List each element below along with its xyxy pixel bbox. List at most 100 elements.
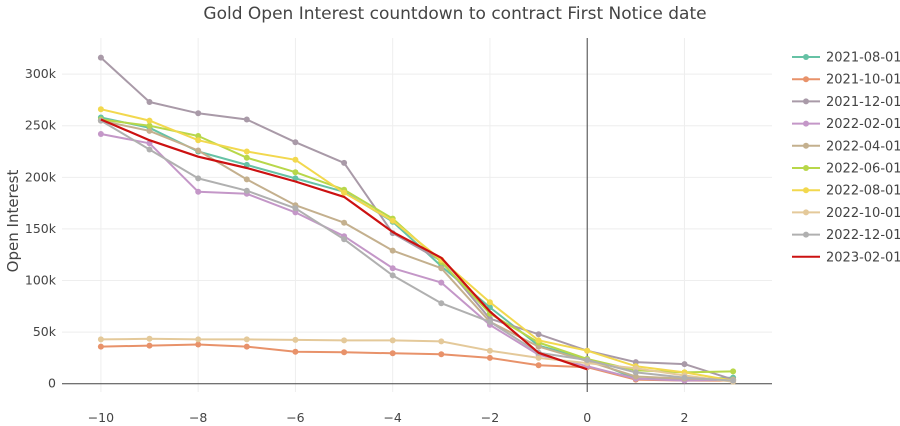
series-2021-12-01[interactable] — [97, 54, 737, 383]
series-line[interactable] — [100, 119, 734, 381]
series-line[interactable] — [100, 133, 734, 382]
data-point[interactable] — [292, 209, 299, 216]
data-point[interactable] — [535, 343, 542, 350]
data-point[interactable] — [341, 337, 348, 344]
series-2022-04-01[interactable] — [97, 117, 737, 383]
series-line[interactable] — [100, 118, 588, 371]
data-point[interactable] — [438, 300, 445, 307]
data-point[interactable] — [389, 337, 396, 344]
data-point[interactable] — [195, 175, 202, 182]
data-point[interactable] — [292, 336, 299, 343]
series-line[interactable] — [100, 108, 734, 382]
series-2023-02-01[interactable] — [100, 118, 588, 371]
data-point[interactable] — [292, 169, 299, 176]
data-point[interactable] — [243, 116, 250, 123]
y-tick-label: 250k — [25, 118, 57, 133]
data-point[interactable] — [341, 219, 348, 226]
data-point[interactable] — [292, 348, 299, 355]
data-point[interactable] — [389, 350, 396, 357]
data-point[interactable] — [584, 347, 591, 354]
data-point[interactable] — [243, 161, 250, 168]
legend-item-2023-02-01[interactable]: 2023-02-01 — [792, 250, 900, 265]
data-point[interactable] — [389, 272, 396, 279]
data-point[interactable] — [146, 117, 153, 124]
data-point[interactable] — [730, 377, 737, 384]
data-point[interactable] — [632, 365, 639, 372]
legend-item-2021-10-01[interactable]: 2021-10-01 — [792, 73, 900, 88]
data-point[interactable] — [486, 347, 493, 354]
data-point[interactable] — [632, 373, 639, 380]
legend-item-2021-08-01[interactable]: 2021-08-01 — [792, 51, 900, 66]
data-point[interactable] — [292, 205, 299, 212]
data-point[interactable] — [97, 54, 104, 61]
data-point[interactable] — [438, 351, 445, 358]
data-point[interactable] — [243, 336, 250, 343]
data-point[interactable] — [486, 318, 493, 325]
data-point[interactable] — [292, 139, 299, 146]
data-point[interactable] — [681, 374, 688, 381]
chart-title: Gold Open Interest countdown to contract… — [203, 4, 706, 24]
data-point[interactable] — [146, 127, 153, 134]
data-point[interactable] — [97, 336, 104, 343]
data-point[interactable] — [243, 343, 250, 350]
legend-item-2022-12-01[interactable]: 2022-12-01 — [792, 228, 900, 243]
legend-item-2022-04-01[interactable]: 2022-04-01 — [792, 139, 900, 154]
data-point[interactable] — [195, 147, 202, 154]
data-point[interactable] — [486, 299, 493, 306]
data-point[interactable] — [681, 361, 688, 368]
series-2022-02-01[interactable] — [97, 131, 737, 384]
y-tick-label: 200k — [25, 169, 57, 184]
data-point[interactable] — [341, 159, 348, 166]
data-point[interactable] — [389, 247, 396, 254]
data-point[interactable] — [97, 343, 104, 350]
data-point[interactable] — [195, 133, 202, 139]
data-point[interactable] — [438, 338, 445, 345]
data-point[interactable] — [292, 156, 299, 163]
data-point[interactable] — [146, 335, 153, 342]
x-tick-label: −4 — [383, 410, 401, 425]
data-point[interactable] — [243, 187, 250, 194]
legend-item-2021-12-01[interactable]: 2021-12-01 — [792, 95, 900, 110]
data-point[interactable] — [146, 122, 153, 129]
data-point[interactable] — [730, 368, 737, 375]
data-point[interactable] — [195, 110, 202, 117]
data-point[interactable] — [486, 354, 493, 361]
legend-item-2022-08-01[interactable]: 2022-08-01 — [792, 184, 900, 199]
data-point[interactable] — [389, 217, 396, 224]
data-point[interactable] — [535, 354, 542, 361]
data-point[interactable] — [584, 357, 591, 363]
legend-item-2022-06-01[interactable]: 2022-06-01 — [792, 162, 900, 177]
legend[interactable]: 2021-08-01 2021-10-01 2021-12-01 2022-02-01… — [792, 51, 900, 266]
series-2022-12-01[interactable] — [97, 117, 737, 384]
data-point[interactable] — [146, 342, 153, 349]
data-point[interactable] — [341, 189, 348, 196]
legend-item-2022-10-01[interactable]: 2022-10-01 — [792, 206, 900, 221]
data-point[interactable] — [146, 99, 153, 105]
series-line[interactable] — [100, 337, 734, 383]
data-point[interactable] — [243, 154, 250, 161]
data-point[interactable] — [97, 106, 104, 113]
data-point[interactable] — [195, 336, 202, 343]
data-point[interactable] — [389, 265, 396, 272]
data-point[interactable] — [195, 188, 202, 195]
x-tick-label: −2 — [481, 410, 499, 425]
data-point[interactable] — [195, 341, 202, 348]
data-point[interactable] — [535, 362, 542, 369]
data-point[interactable] — [535, 331, 542, 338]
data-point[interactable] — [632, 359, 639, 366]
legend-item-2022-02-01[interactable]: 2022-02-01 — [792, 117, 900, 132]
data-point[interactable] — [341, 236, 348, 243]
data-point[interactable] — [243, 148, 250, 155]
data-point[interactable] — [195, 137, 202, 144]
series-line[interactable] — [100, 56, 734, 381]
data-point[interactable] — [146, 146, 153, 153]
series-line[interactable] — [100, 119, 734, 382]
data-point[interactable] — [438, 279, 445, 286]
data-point[interactable] — [243, 176, 250, 183]
data-point[interactable] — [438, 265, 445, 272]
data-point[interactable] — [632, 369, 639, 376]
data-point[interactable] — [535, 337, 542, 344]
data-point[interactable] — [97, 131, 104, 137]
data-point[interactable] — [292, 175, 299, 182]
data-point[interactable] — [341, 349, 348, 356]
